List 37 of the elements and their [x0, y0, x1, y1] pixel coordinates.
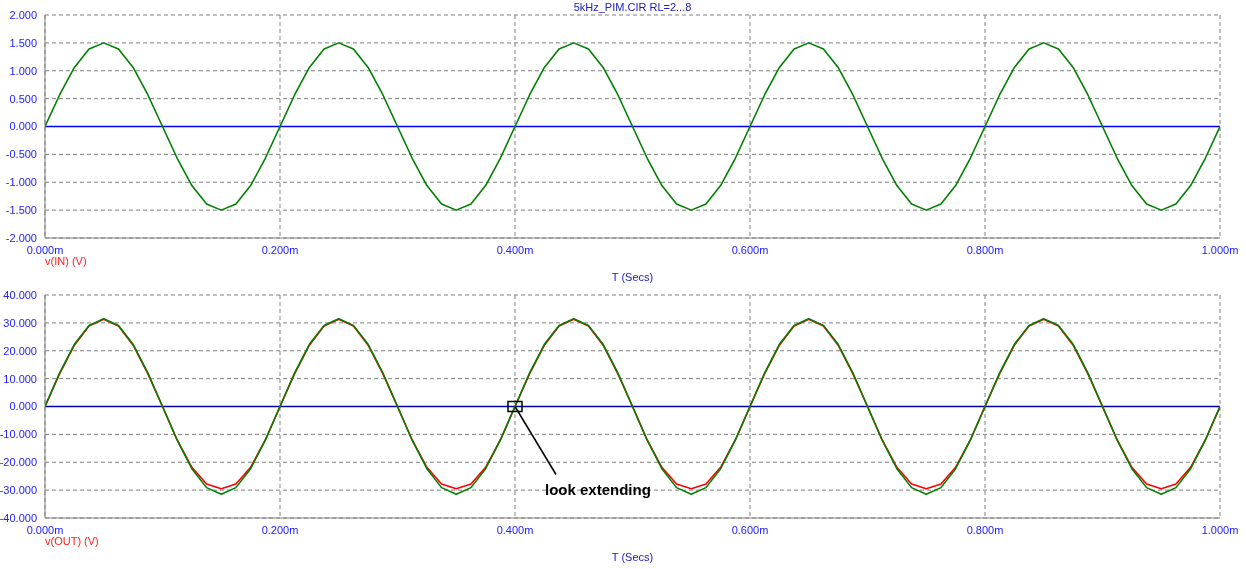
y-tick-label: -20.000: [0, 456, 37, 469]
y-tick-label: 0.000: [9, 120, 37, 133]
y-tick-label: -10.000: [0, 428, 37, 441]
x-tick-label: 0.600m: [731, 523, 769, 536]
x-tick-label: 0.200m: [261, 523, 299, 536]
y-tick-label: -0.500: [5, 148, 37, 161]
x-tick-label: 0.000m: [26, 243, 64, 256]
y-tick-label: 30.000: [3, 316, 37, 329]
y-tick-label: -1.500: [5, 204, 37, 217]
y-tick-label: 2.000: [9, 8, 37, 21]
y-tick-label: 40.000: [3, 288, 37, 301]
y-tick-label: 10.000: [3, 372, 37, 385]
x-axis-title: T (Secs): [611, 551, 654, 563]
x-tick-label: 0.600m: [731, 243, 769, 256]
chart-title: 5kHz_PIM.CIR RL=2...8: [572, 1, 693, 13]
y-tick-label: 1.500: [9, 36, 37, 49]
y-tick-label: 0.500: [9, 92, 37, 105]
x-tick-label: 0.200m: [261, 243, 299, 256]
x-tick-label: 0.400m: [496, 523, 534, 536]
annotation: look extending: [545, 480, 651, 498]
x-axis-title: T (Secs): [611, 271, 654, 283]
y-tick-label: 0.000: [9, 400, 37, 413]
y-tick-label: -1.000: [5, 176, 37, 189]
y-tick-label: 20.000: [3, 344, 37, 357]
line-series: [45, 42, 1220, 211]
x-tick-label: 0.000m: [26, 523, 64, 536]
text: v(OUT) (V): [45, 535, 99, 547]
x-tick-label: 0.800m: [966, 243, 1004, 256]
x-tick-label: 1.000m: [1201, 243, 1239, 256]
y-tick-label: -30.000: [0, 484, 37, 497]
y-tick-label: -40.000: [0, 511, 37, 524]
y-tick-label: 1.000: [9, 64, 37, 77]
x-tick-label: 0.800m: [966, 523, 1004, 536]
x-tick-label: 1.000m: [1201, 523, 1239, 536]
x-tick-label: 0.400m: [496, 243, 534, 256]
text: v(IN) (V): [45, 255, 87, 267]
y-tick-label: -2.000: [5, 231, 37, 244]
